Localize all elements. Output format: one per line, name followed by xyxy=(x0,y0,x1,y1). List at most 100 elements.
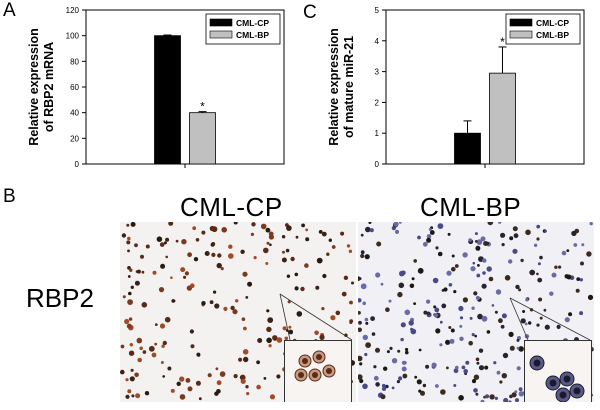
cell xyxy=(393,222,399,227)
cell xyxy=(437,223,444,229)
cell xyxy=(358,355,363,362)
cell xyxy=(432,277,439,284)
cell xyxy=(446,270,452,276)
cell xyxy=(365,321,369,325)
micrograph-cml-cp xyxy=(120,222,356,402)
cell xyxy=(180,267,186,273)
cell xyxy=(365,342,371,348)
cell xyxy=(232,309,238,315)
cell xyxy=(475,392,479,396)
cell xyxy=(124,318,130,325)
cell xyxy=(485,241,490,245)
cell xyxy=(131,394,135,398)
cell xyxy=(556,324,561,329)
cell xyxy=(341,291,347,297)
cell xyxy=(171,299,175,303)
cell xyxy=(301,223,305,228)
inset-nucleus xyxy=(549,379,557,387)
cell xyxy=(175,239,179,243)
column-title-bp: CML-BP xyxy=(420,192,522,222)
cell xyxy=(498,222,502,224)
cell xyxy=(266,241,270,245)
cell xyxy=(215,367,219,371)
cell xyxy=(142,350,147,354)
a-legend-label-0: CML-CP xyxy=(236,18,269,28)
cell xyxy=(375,382,380,387)
cell xyxy=(481,315,488,322)
cell xyxy=(125,394,130,399)
cell xyxy=(528,321,532,325)
cell xyxy=(401,360,406,365)
cell xyxy=(162,375,165,378)
cell xyxy=(474,232,478,236)
cell xyxy=(170,276,173,279)
c-legend-label-1: CML-BP xyxy=(536,30,569,40)
cell xyxy=(494,310,498,314)
inset-zoom-cp xyxy=(284,340,352,402)
cell xyxy=(516,366,521,371)
cell xyxy=(375,272,381,278)
cell xyxy=(476,273,481,278)
cell xyxy=(470,266,476,272)
cell xyxy=(487,222,494,226)
c-ytick-label: 1 xyxy=(375,129,380,138)
cell xyxy=(360,283,367,290)
cell xyxy=(284,336,289,341)
cell xyxy=(213,290,217,294)
cell xyxy=(250,232,254,236)
cell xyxy=(514,390,518,394)
cell xyxy=(288,325,292,329)
cell xyxy=(389,346,393,350)
cell xyxy=(162,340,167,346)
cell xyxy=(290,256,295,262)
cell xyxy=(321,231,327,237)
cell xyxy=(474,334,477,338)
micrograph-cml-bp xyxy=(358,222,594,402)
cell xyxy=(580,261,584,266)
cell xyxy=(127,275,131,278)
cell xyxy=(402,373,408,379)
panel-label-c: C xyxy=(303,2,317,23)
cell xyxy=(544,229,547,233)
chart-mir21: 0 1 2 3 4 5 Relative expressionof mature miR-2… xyxy=(327,6,585,169)
cell xyxy=(576,277,581,281)
cell xyxy=(481,283,487,289)
cell xyxy=(435,246,439,250)
c-ylabel-line: Relative expression xyxy=(327,28,341,145)
cell xyxy=(566,274,572,280)
cell xyxy=(473,374,480,380)
cell xyxy=(434,307,440,313)
cell xyxy=(554,265,558,269)
cell xyxy=(491,304,495,307)
cell xyxy=(204,251,210,256)
cell xyxy=(543,308,547,312)
cell xyxy=(397,291,403,298)
cell xyxy=(551,272,557,278)
cell xyxy=(573,243,578,247)
cell xyxy=(246,392,250,396)
cell xyxy=(360,253,365,259)
zoom-line xyxy=(509,297,591,341)
cell xyxy=(272,335,278,341)
cell xyxy=(445,339,451,345)
cell xyxy=(129,376,135,382)
cell xyxy=(486,330,491,334)
cell xyxy=(498,318,503,324)
cell xyxy=(267,317,274,323)
cell xyxy=(233,222,238,225)
cell xyxy=(465,360,470,365)
cell xyxy=(362,334,368,341)
cell xyxy=(564,317,570,323)
cell xyxy=(251,222,256,227)
cell xyxy=(360,233,364,237)
cell xyxy=(288,329,294,335)
panel-label-b: B xyxy=(3,186,16,207)
cell xyxy=(418,348,422,352)
cell xyxy=(223,306,228,311)
cell xyxy=(245,385,249,389)
cell xyxy=(385,384,389,389)
cell xyxy=(428,227,432,231)
cell xyxy=(128,317,133,321)
cell xyxy=(525,229,531,236)
cell xyxy=(508,259,513,264)
